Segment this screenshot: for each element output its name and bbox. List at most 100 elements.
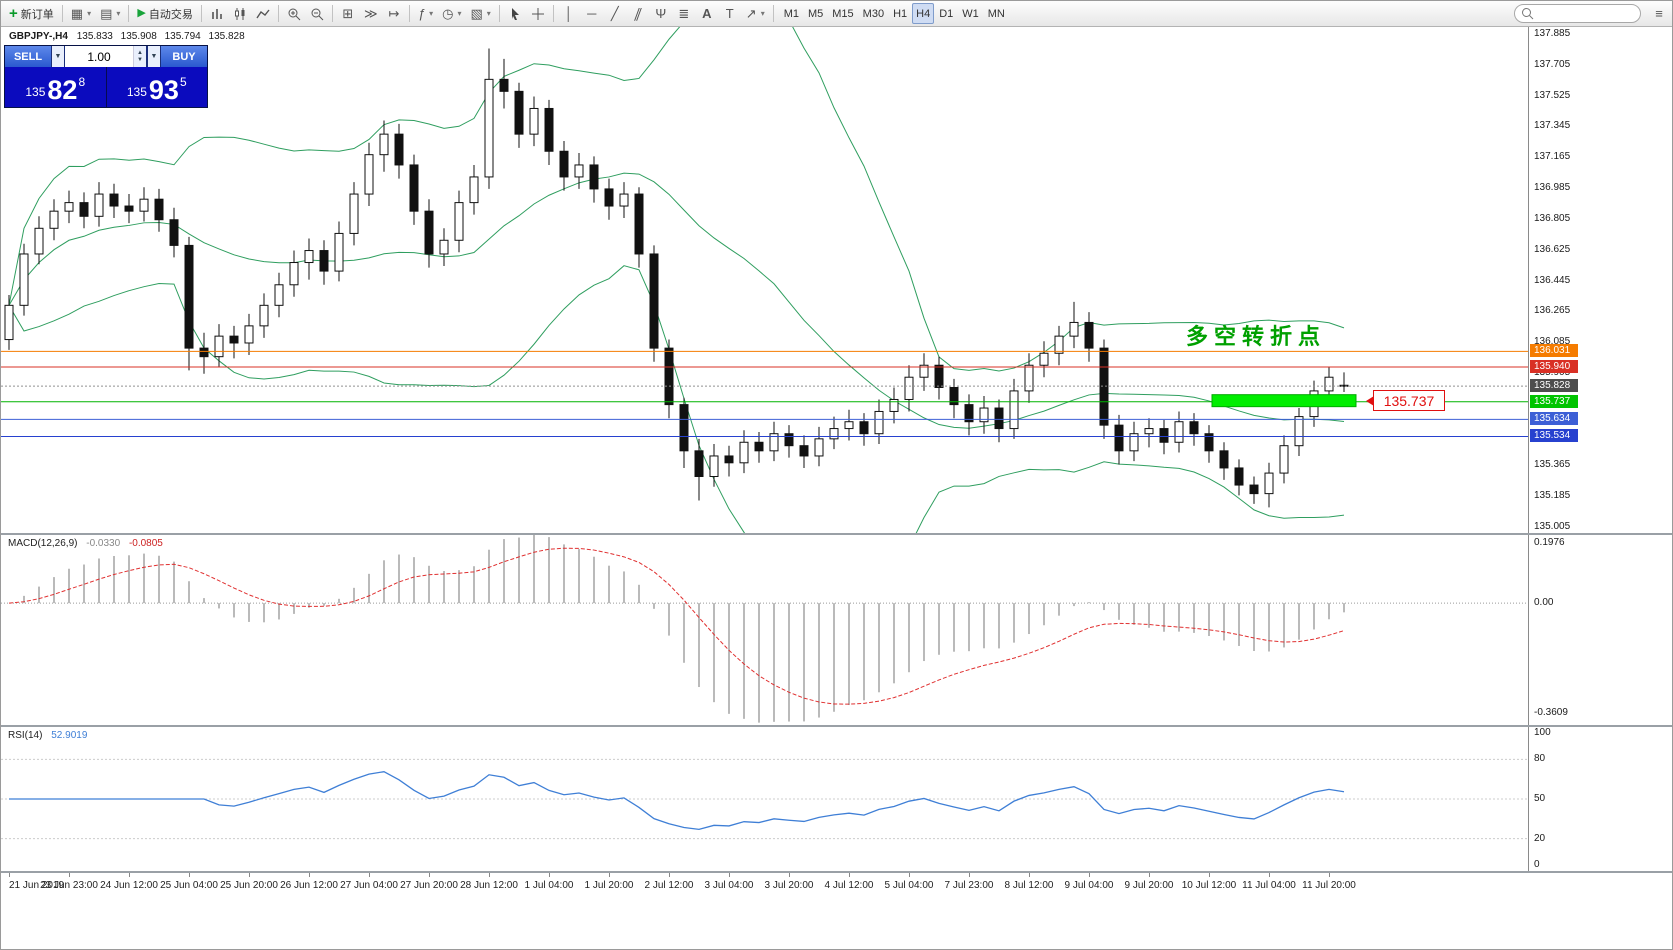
buy-price-big: 93 — [148, 75, 179, 106]
vertical-line-tool[interactable]: │ — [558, 3, 580, 24]
fibonacci-icon: ≣ — [678, 6, 690, 21]
periods-button[interactable]: ◷ ▾ — [438, 3, 465, 24]
rsi-chart[interactable] — [1, 727, 1528, 871]
sell-price[interactable]: 135 82 8 — [5, 67, 106, 107]
panel-splitter[interactable] — [1, 533, 1672, 535]
macd-chart[interactable] — [1, 535, 1528, 725]
toolbar-more-button[interactable]: ≡ — [1648, 3, 1670, 24]
timeframe-d1[interactable]: D1 — [939, 7, 954, 20]
buy-button[interactable]: BUY — [161, 46, 207, 67]
main-chart-panel[interactable]: GBPJPY-,H4 135.833 135.908 135.794 135.8… — [1, 27, 1528, 533]
horizontal-line-tool[interactable]: ─ — [581, 3, 603, 24]
templates-button[interactable]: ▧ ▾ — [466, 3, 494, 24]
time-axis-label: 25 Jun 20:00 — [220, 880, 278, 891]
crosshair-button[interactable] — [527, 3, 549, 24]
buy-dropdown[interactable]: ▼ — [147, 46, 161, 67]
pitchfork-tool[interactable]: Ψ — [650, 3, 672, 24]
timeframe-h1[interactable]: H1 — [893, 7, 908, 20]
rsi-panel[interactable]: RSI(14) 52.9019 — [1, 727, 1528, 871]
price-level-badge: 135.634 — [1530, 412, 1578, 426]
price-tick: 137.525 — [1534, 89, 1571, 101]
timeframe-mn[interactable]: MN — [987, 7, 1005, 20]
rsi-axis-label: 50 — [1534, 793, 1546, 804]
candlestick-chart-button[interactable] — [229, 3, 251, 24]
panel-splitter[interactable] — [1, 871, 1672, 873]
ohlc-close: 135.828 — [208, 31, 245, 42]
time-axis-label: 1 Jul 20:00 — [584, 880, 634, 891]
chart-shift-button[interactable]: ↦ — [383, 3, 405, 24]
price-level-badge: 136.031 — [1530, 344, 1578, 358]
text-label-icon: T — [725, 6, 734, 21]
vertical-line-icon: │ — [564, 6, 573, 21]
profiles-button[interactable]: ▤ ▾ — [96, 3, 124, 24]
line-chart-button[interactable] — [252, 3, 274, 24]
buy-price-sup: 5 — [179, 75, 187, 89]
price-tick: 136.985 — [1534, 182, 1571, 194]
bar-chart-button[interactable] — [206, 3, 228, 24]
fibonacci-tool[interactable]: ≣ — [673, 3, 695, 24]
arrow-tools-button[interactable]: ↗ ▾ — [742, 3, 769, 24]
auto-scroll-button[interactable]: ≫ — [360, 3, 382, 24]
price-tick: 136.445 — [1534, 274, 1571, 286]
cursor-button[interactable] — [504, 3, 526, 24]
channel-tool[interactable]: ∥ — [627, 3, 649, 24]
sell-dropdown[interactable]: ▼ — [51, 46, 65, 67]
time-axis-label: 3 Jul 20:00 — [764, 880, 814, 891]
caret-icon: ▼ — [54, 53, 62, 60]
cursor-icon — [511, 7, 519, 20]
template-icon: ▧ — [470, 6, 483, 21]
timeframe-m1[interactable]: M1 — [783, 7, 799, 20]
time-axis-label: 3 Jul 04:00 — [704, 880, 754, 891]
text-label-tool[interactable]: T — [719, 3, 741, 24]
timeframe-w1[interactable]: W1 — [962, 7, 979, 20]
plus-icon: + — [9, 5, 18, 22]
sell-button[interactable]: SELL — [5, 46, 51, 67]
separator — [331, 5, 333, 22]
search-icon[interactable] — [1521, 7, 1534, 20]
time-axis[interactable]: 21 Jun 2019 23 Jun 23:00 24 Jun 12:00 25 Ju… — [1, 873, 1672, 899]
zoom-out-button[interactable] — [306, 3, 328, 24]
symbol-header: GBPJPY-,H4 135.833 135.908 135.794 135.8… — [9, 31, 250, 42]
panel-splitter[interactable] — [1, 725, 1672, 727]
price-tick: 136.085 — [1534, 336, 1571, 348]
timeframe-m30[interactable]: M30 — [862, 7, 885, 20]
caret-icon: ▾ — [486, 9, 491, 18]
price-level-badge: 135.534 — [1530, 429, 1578, 443]
caret-icon: ▾ — [429, 9, 434, 18]
separator — [552, 5, 554, 22]
profiles-icon: ▤ — [100, 6, 113, 21]
macd-axis-label: 0.00 — [1534, 597, 1554, 609]
new-order-button[interactable]: + 新订单 — [5, 3, 58, 24]
caret-icon: ▼ — [150, 53, 158, 60]
time-axis-label: 27 Jun 04:00 — [340, 880, 398, 891]
crosshair-icon — [531, 7, 544, 20]
text-tool[interactable]: A — [696, 3, 718, 24]
volume-input[interactable]: 1.00 — [65, 46, 133, 67]
price-level-badge: 135.737 — [1530, 394, 1578, 408]
rsi-axis-label: 0 — [1534, 859, 1540, 870]
time-axis-label: 11 Jul 04:00 — [1242, 880, 1296, 891]
separator — [408, 5, 410, 22]
time-axis-label: 26 Jun 12:00 — [280, 880, 338, 891]
candlestick-chart[interactable] — [1, 27, 1528, 533]
time-axis-label: 24 Jun 12:00 — [100, 880, 158, 891]
time-tick — [9, 873, 10, 877]
time-tick — [549, 873, 550, 877]
search-input[interactable] — [1538, 7, 1634, 20]
indicators-button[interactable]: ƒ ▾ — [414, 3, 437, 24]
volume-stepper[interactable]: ▲ ▼ — [133, 46, 147, 67]
timeframe-h4[interactable]: H4 — [912, 3, 935, 24]
tile-windows-button[interactable]: ⊞ — [337, 3, 359, 24]
price-axis[interactable]: 137.885 137.705 137.525 137.345 137.165 136.9… — [1528, 27, 1672, 899]
channel-icon: ∥ — [631, 6, 644, 21]
timeframe-m15[interactable]: M15 — [832, 7, 854, 20]
price-tick: 135.365 — [1534, 459, 1571, 471]
time-tick — [309, 873, 310, 877]
macd-panel[interactable]: MACD(12,26,9) -0.0330 -0.0805 — [1, 535, 1528, 725]
zoom-in-button[interactable] — [283, 3, 305, 24]
auto-trading-button[interactable]: ▶ 自动交易 — [133, 3, 196, 24]
timeframe-m5[interactable]: M5 — [807, 7, 824, 20]
trendline-tool[interactable]: ╱ — [604, 3, 626, 24]
buy-price[interactable]: 135 93 5 — [105, 67, 207, 107]
new-chart-button[interactable]: ▦ ▾ — [67, 3, 95, 24]
